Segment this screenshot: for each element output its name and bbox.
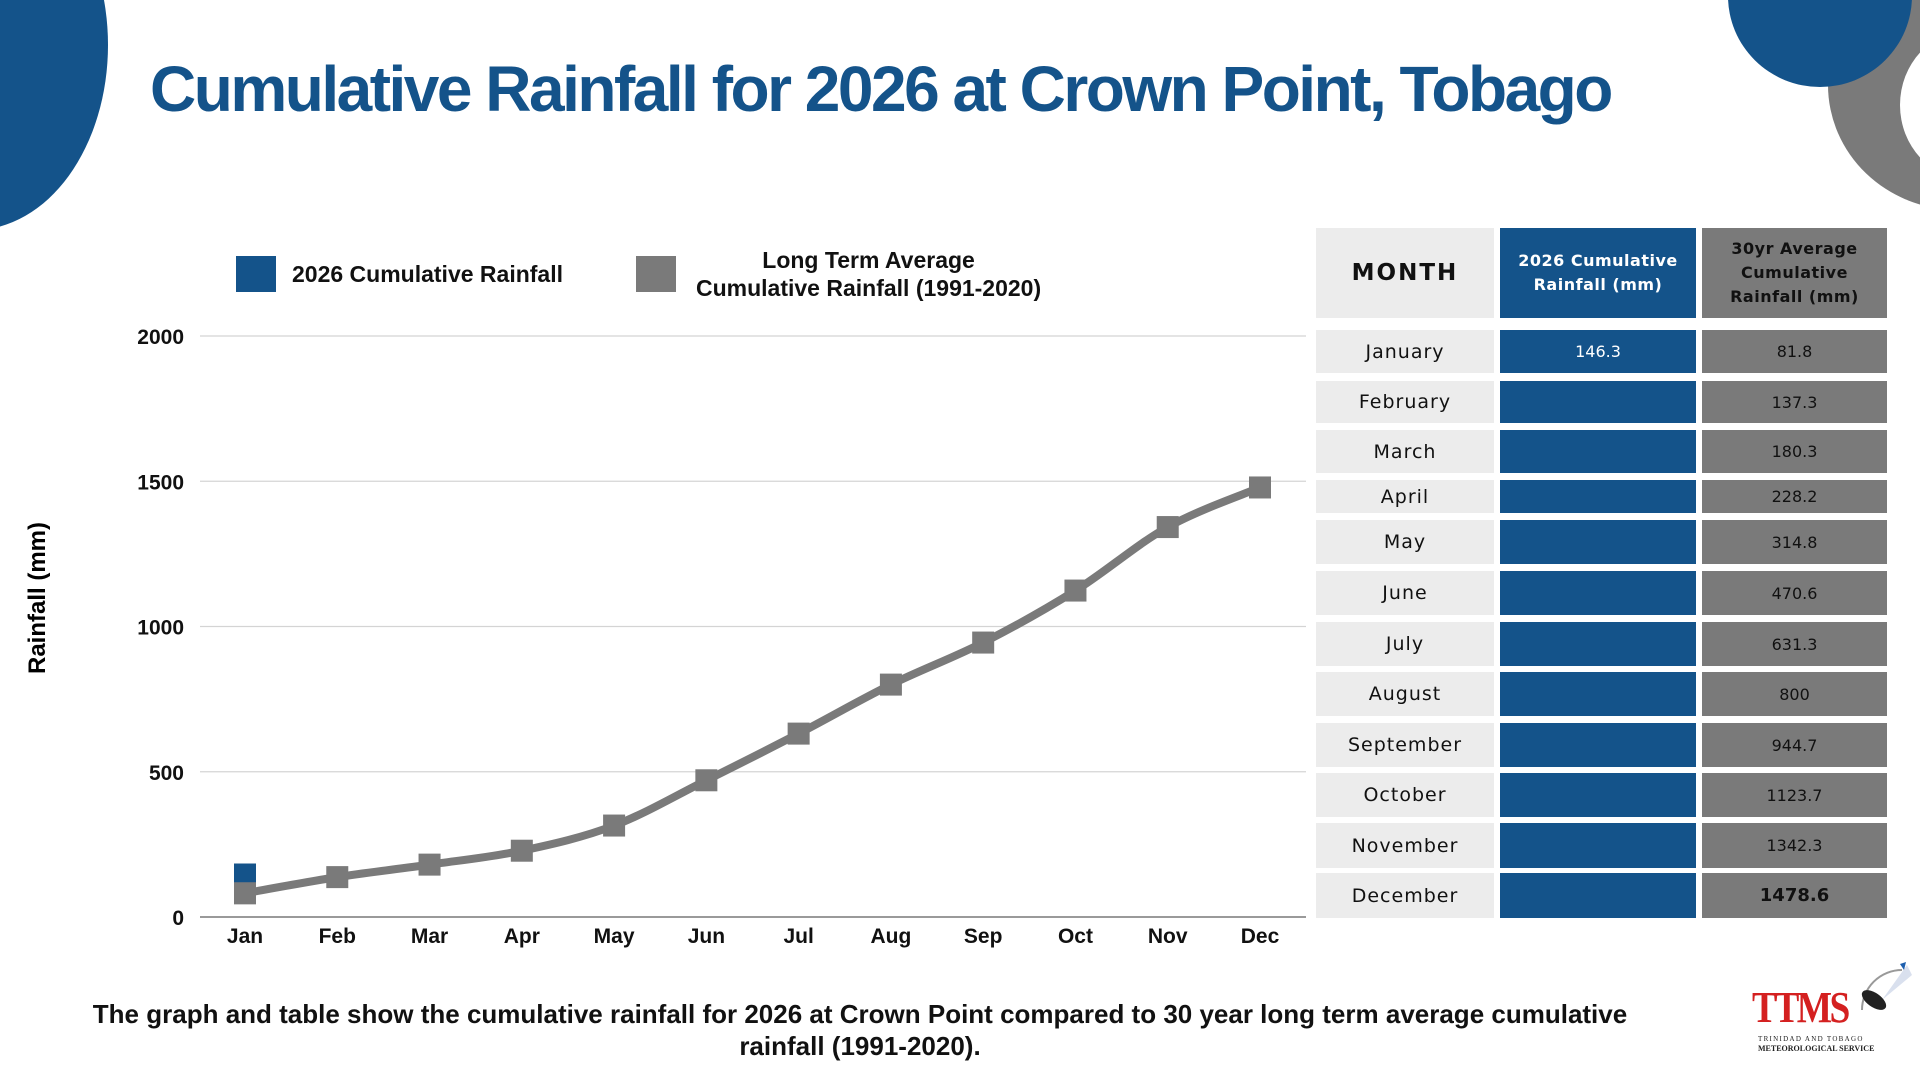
page-title: Cumulative Rainfall for 2026 at Crown Po… — [150, 53, 1613, 125]
table-cell-month: February — [1316, 381, 1494, 423]
y-axis-ticks: 0 500 1000 1500 2000 — [137, 326, 184, 930]
y-tick-label: 1500 — [137, 471, 184, 494]
data-point-average — [418, 853, 441, 876]
x-tick-label: Feb — [319, 925, 356, 948]
chart-caption: The graph and table show the cumulative … — [92, 999, 1628, 1061]
table-header-average-line2: Cumulative — [1741, 263, 1848, 282]
table-cell-average: 470.6 — [1702, 571, 1887, 615]
x-tick-label: Jul — [783, 925, 813, 948]
table-cell-2026 — [1500, 520, 1696, 564]
table-cell-average: 1123.7 — [1702, 773, 1887, 817]
data-point-2026 — [234, 863, 256, 886]
data-point-average — [510, 839, 533, 862]
table-cell-average: 1342.3 — [1702, 823, 1887, 868]
table-cell-2026 — [1500, 480, 1696, 513]
x-tick-label: Mar — [411, 925, 448, 948]
table-cell-average: 137.3 — [1702, 381, 1887, 423]
table-header-month: MONTH — [1316, 228, 1494, 318]
table-header-2026-line2: Rainfall (mm) — [1533, 275, 1663, 294]
x-tick-label: Oct — [1058, 925, 1093, 948]
table-cell-2026 — [1500, 571, 1696, 615]
table-cell-average: 314.8 — [1702, 520, 1887, 564]
table-cell-month: March — [1316, 430, 1494, 473]
table-cell-month: September — [1316, 723, 1494, 767]
legend-label-2026: 2026 Cumulative Rainfall — [292, 261, 563, 287]
data-point-average-overlay — [234, 882, 256, 905]
table-cell-average: 944.7 — [1702, 723, 1887, 767]
table-cell-2026 — [1500, 622, 1696, 666]
chart-legend: 2026 Cumulative Rainfall Long Term Avera… — [236, 246, 1096, 316]
legend-label-average-line2: Cumulative Rainfall (1991-2020) — [696, 275, 1042, 301]
table-cell-2026 — [1500, 381, 1696, 423]
table-header-average-line1: 30yr Average — [1731, 239, 1858, 258]
table-cell-month: May — [1316, 520, 1494, 564]
data-point-average — [879, 673, 902, 696]
data-point-average — [972, 631, 995, 654]
data-point-average — [695, 769, 718, 792]
table-cell-month: November — [1316, 823, 1494, 868]
data-point-average — [1156, 516, 1179, 539]
table-cell-month: April — [1316, 480, 1494, 513]
table-cell-month: December — [1316, 873, 1494, 918]
table-cell-2026: 146.3 — [1500, 330, 1696, 373]
table-cell-2026 — [1500, 823, 1696, 868]
x-tick-label: May — [594, 925, 635, 948]
table-cell-average: 800 — [1702, 672, 1887, 716]
series-line-average — [244, 483, 1262, 898]
logo-subtitle-2: METEOROLOGICAL SERVICE — [1758, 1044, 1875, 1053]
table-cell-average: 1478.6 — [1702, 873, 1887, 918]
data-point-average — [326, 866, 349, 889]
table-cell-2026 — [1500, 773, 1696, 817]
table-cell-month: June — [1316, 571, 1494, 615]
x-tick-label: Aug — [870, 925, 911, 948]
x-tick-label: Jun — [688, 925, 725, 948]
data-point-average — [787, 722, 810, 745]
table-cell-month: January — [1316, 330, 1494, 373]
legend-item-2026: 2026 Cumulative Rainfall — [236, 256, 563, 292]
data-point-average — [603, 814, 626, 837]
table-cell-month: October — [1316, 773, 1494, 817]
legend-label-average-line1: Long Term Average — [762, 247, 975, 273]
legend-item-average: Long Term Average Cumulative Rainfall (1… — [636, 246, 1041, 302]
legend-swatch-2026 — [236, 256, 276, 292]
satellite-dish-icon — [1861, 962, 1912, 1011]
table-cell-2026 — [1500, 723, 1696, 767]
ttms-logo: TTMS TRINIDAD AND TOBAGO METEOROLOGICAL … — [1752, 950, 1912, 1060]
x-tick-label: Dec — [1241, 925, 1280, 948]
table-cell-2026 — [1500, 672, 1696, 716]
table-cell-average: 228.2 — [1702, 480, 1887, 513]
y-tick-label: 500 — [149, 762, 184, 785]
x-tick-label: Nov — [1148, 925, 1188, 948]
legend-swatch-average — [636, 256, 676, 292]
x-tick-label: Jan — [227, 925, 263, 948]
table-header-average-line3: Rainfall (mm) — [1730, 287, 1859, 306]
table-cell-2026 — [1500, 873, 1696, 918]
rainfall-chart: 0 500 1000 1500 2000 Jan Feb Mar Apr May Jun Jul Au… — [137, 326, 1306, 948]
x-tick-label: Apr — [504, 925, 540, 948]
y-tick-label: 0 — [172, 907, 184, 930]
table-cell-average: 180.3 — [1702, 430, 1887, 473]
x-axis-ticks: Jan Feb Mar Apr May Jun Jul Aug Sep Oct Nov Dec — [227, 925, 1280, 948]
table-cell-month: August — [1316, 672, 1494, 716]
chart-series — [234, 476, 1271, 905]
table-header-2026-line1: 2026 Cumulative — [1518, 251, 1678, 270]
table-header-average: 30yr Average Cumulative Rainfall (mm) — [1702, 228, 1887, 318]
legend-label-average: Long Term Average Cumulative Rainfall (1… — [696, 246, 1041, 302]
x-tick-label: Sep — [964, 925, 1003, 948]
logo-subtitle-1: TRINIDAD AND TOBAGO — [1758, 1035, 1864, 1043]
data-point-average — [1249, 476, 1271, 499]
y-tick-label: 1000 — [137, 617, 184, 640]
table-cell-average: 631.3 — [1702, 622, 1887, 666]
grid-lines — [200, 335, 1306, 918]
data-point-average — [1064, 579, 1087, 602]
table-header-2026: 2026 Cumulative Rainfall (mm) — [1500, 228, 1696, 318]
y-tick-label: 2000 — [137, 326, 184, 349]
table-cell-2026 — [1500, 430, 1696, 473]
table-cell-average: 81.8 — [1702, 330, 1887, 373]
logo-wordmark: TTMS — [1752, 983, 1850, 1032]
table-cell-month: July — [1316, 622, 1494, 666]
